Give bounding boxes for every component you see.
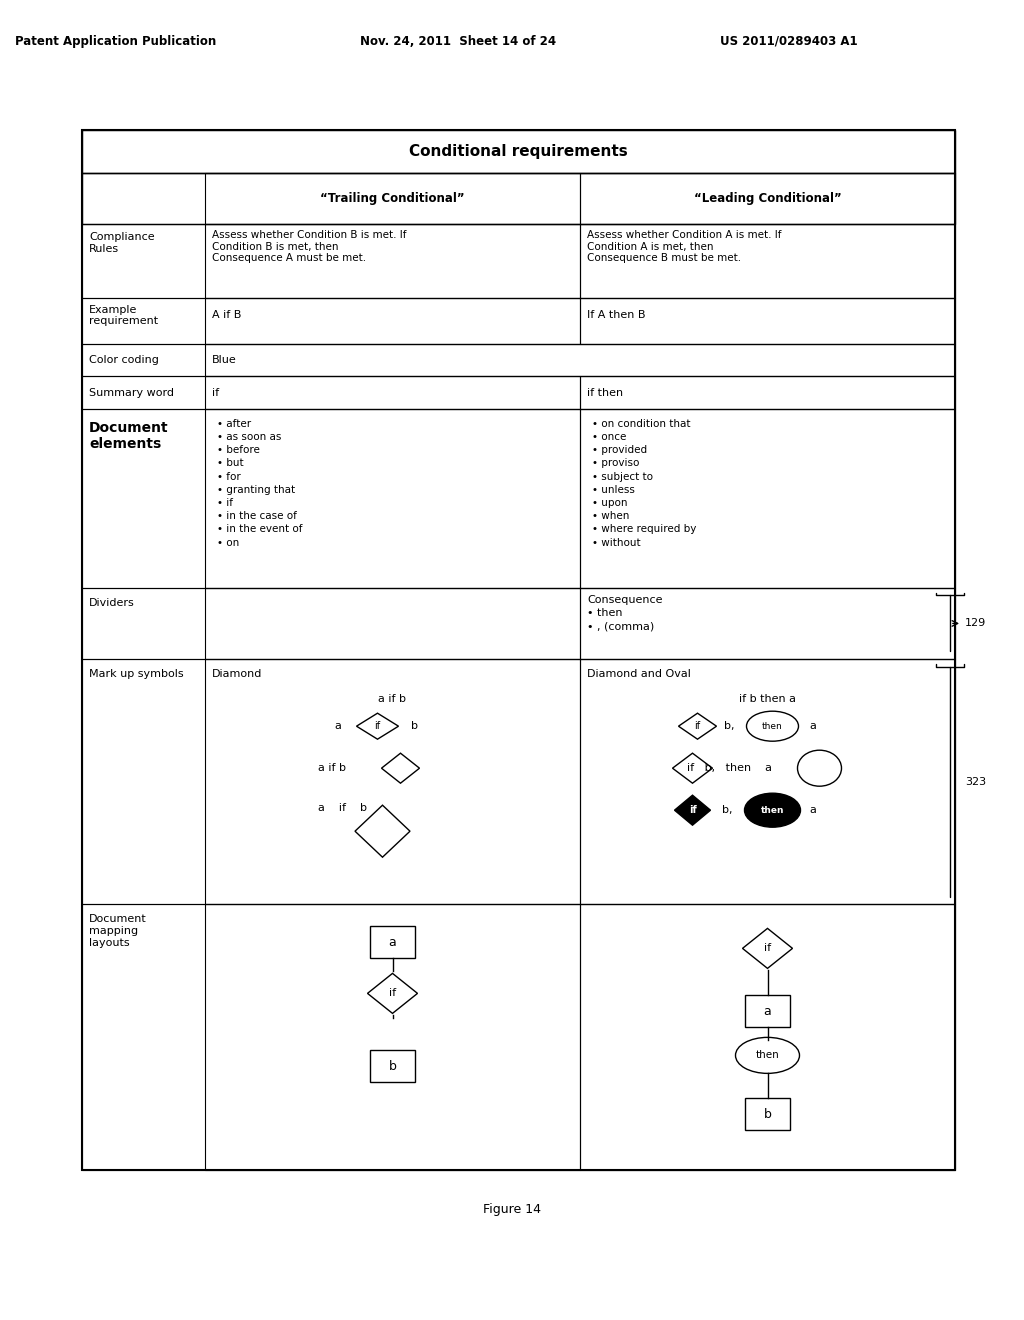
- Text: a    if    b: a if b: [318, 803, 367, 813]
- Text: a: a: [389, 936, 396, 949]
- Text: Example
requirement: Example requirement: [89, 305, 158, 326]
- Text: Consequence
• then
• , (comma): Consequence • then • , (comma): [587, 595, 663, 631]
- Text: then: then: [756, 1051, 779, 1060]
- Text: if: if: [389, 989, 396, 998]
- Text: US 2011/0289403 A1: US 2011/0289403 A1: [720, 36, 858, 48]
- Text: Mark up symbols: Mark up symbols: [89, 669, 183, 680]
- Text: b: b: [388, 1060, 396, 1073]
- Text: • on condition that
• once
• provided
• proviso
• subject to
• unless
• upon
• w: • on condition that • once • provided • …: [592, 418, 696, 548]
- Text: “Leading Conditional”: “Leading Conditional”: [693, 191, 842, 205]
- Text: Summary word: Summary word: [89, 388, 174, 397]
- Text: if: if: [764, 944, 771, 953]
- Text: Document
elements: Document elements: [89, 421, 169, 451]
- Text: Diamond and Oval: Diamond and Oval: [587, 669, 691, 680]
- Text: a: a: [809, 721, 816, 731]
- Text: b,: b,: [724, 721, 735, 731]
- Text: if: if: [688, 805, 696, 816]
- Text: 323: 323: [965, 776, 986, 787]
- Text: if b then a: if b then a: [739, 694, 796, 704]
- Polygon shape: [675, 795, 711, 825]
- Text: Dividers: Dividers: [89, 598, 135, 607]
- Text: if: if: [375, 721, 381, 731]
- Text: if: if: [694, 721, 700, 731]
- Text: then: then: [762, 722, 783, 731]
- Text: then: then: [761, 805, 784, 814]
- Ellipse shape: [744, 793, 801, 828]
- Text: Figure 14: Figure 14: [483, 1204, 541, 1217]
- Text: Blue: Blue: [212, 355, 237, 364]
- Bar: [745, 995, 790, 1027]
- Text: if then: if then: [587, 388, 624, 397]
- Text: a if b: a if b: [379, 694, 407, 704]
- Text: “Trailing Conditional”: “Trailing Conditional”: [321, 191, 465, 205]
- Text: b,: b,: [722, 805, 733, 816]
- Bar: [370, 927, 415, 958]
- Text: b: b: [411, 721, 418, 731]
- Text: Diamond: Diamond: [212, 669, 262, 680]
- Bar: [745, 1098, 790, 1130]
- Text: a: a: [809, 805, 816, 816]
- Text: b: b: [764, 1107, 771, 1121]
- Text: If A then B: If A then B: [587, 310, 645, 319]
- Text: A if B: A if B: [212, 310, 242, 319]
- Text: Assess whether Condition A is met. If
Condition A is met, then
Consequence B mus: Assess whether Condition A is met. If Co…: [587, 230, 781, 263]
- Text: Document
mapping
layouts: Document mapping layouts: [89, 915, 146, 948]
- Text: a if b: a if b: [318, 763, 346, 774]
- Text: Patent Application Publication: Patent Application Publication: [15, 36, 216, 48]
- Text: Compliance
Rules: Compliance Rules: [89, 232, 155, 253]
- Bar: [370, 1051, 415, 1082]
- Text: Nov. 24, 2011  Sheet 14 of 24: Nov. 24, 2011 Sheet 14 of 24: [360, 36, 556, 48]
- Text: if   b,   then    a: if b, then a: [687, 763, 772, 774]
- Text: Conditional requirements: Conditional requirements: [410, 144, 628, 158]
- Text: a: a: [334, 721, 341, 731]
- Text: • after
• as soon as
• before
• but
• for
• granting that
• if
• in the case of
: • after • as soon as • before • but • fo…: [217, 418, 302, 548]
- Text: a: a: [764, 1005, 771, 1018]
- Text: Color coding: Color coding: [89, 355, 159, 364]
- Text: Assess whether Condition B is met. If
Condition B is met, then
Consequence A mus: Assess whether Condition B is met. If Co…: [212, 230, 407, 263]
- Text: if: if: [212, 388, 219, 397]
- Text: 129: 129: [965, 619, 986, 628]
